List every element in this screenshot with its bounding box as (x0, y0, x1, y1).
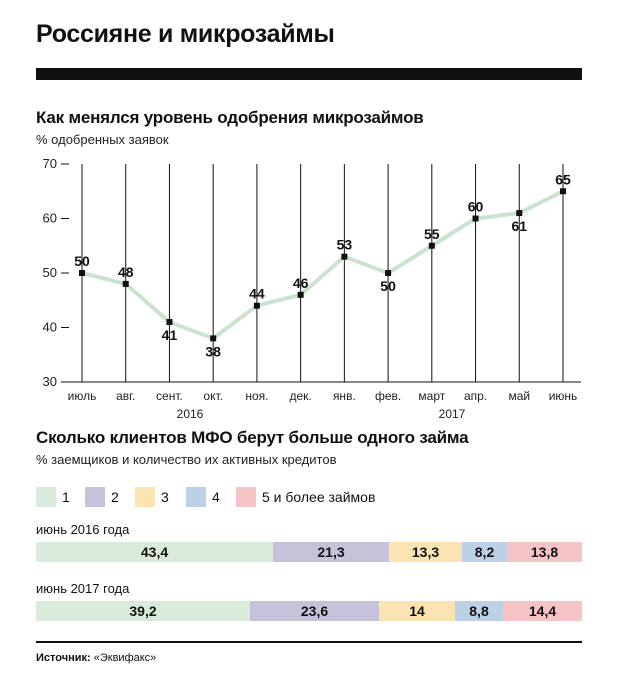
bar-segment: 8,2 (462, 542, 507, 562)
bar-legend: 1 2 3 4 5 и более займов (36, 487, 596, 507)
bar-chart-subtitle: % заемщиков и количество их активных кре… (36, 452, 337, 467)
data-point (560, 188, 566, 195)
legend-swatch-5 (236, 487, 256, 507)
x-tick-label: июнь (549, 389, 578, 403)
legend-label: 3 (161, 489, 169, 505)
data-label: 55 (424, 226, 440, 242)
source-text: «Эквифакс» (93, 652, 157, 664)
legend-label: 2 (111, 489, 119, 505)
data-label: 65 (555, 171, 571, 187)
x-tick-label: май (508, 389, 530, 403)
y-tick-label: 40 (43, 320, 57, 335)
bar-chart-title: Сколько клиентов МФО берут больше одного… (36, 428, 469, 447)
data-point (210, 335, 217, 342)
legend-swatch-4 (186, 487, 206, 507)
y-tick-label: 30 (43, 374, 57, 389)
legend-label: 4 (212, 489, 220, 505)
year-label-2017: 2017 (439, 407, 466, 421)
data-label: 41 (162, 327, 178, 343)
data-point (341, 253, 348, 260)
legend-swatch-1 (36, 487, 56, 507)
data-point (297, 291, 304, 298)
bar-segment: 13,8 (507, 542, 582, 562)
x-tick-label: дек. (290, 389, 312, 403)
bar-segment: 14,4 (503, 601, 582, 621)
x-tick-label: авг. (116, 389, 135, 403)
x-tick-label: апр. (464, 389, 487, 403)
row-label-2017: июнь 2017 года (36, 581, 130, 596)
legend-swatch-3 (135, 487, 155, 507)
bar-segment: 39,2 (36, 601, 250, 621)
bar-segment: 43,4 (36, 542, 273, 562)
legend-label: 1 (62, 489, 70, 505)
row-label-2016: июнь 2016 года (36, 522, 130, 537)
data-label: 50 (380, 278, 396, 294)
bar-segment: 21,3 (273, 542, 389, 562)
y-tick-label: 60 (43, 211, 57, 226)
x-tick-label: ноя. (245, 389, 268, 403)
data-label: 60 (468, 199, 484, 215)
bar-segment: 14 (379, 601, 455, 621)
page-title: Россияне и микрозаймы (36, 20, 335, 48)
x-tick-label: сент. (156, 389, 183, 403)
data-label: 61 (511, 218, 527, 234)
data-label: 53 (337, 237, 353, 253)
stacked-bar-2017: 39,2 23,6 14 8,8 14,4 (36, 601, 582, 621)
bar-segment: 8,8 (455, 601, 503, 621)
data-label: 48 (118, 264, 134, 280)
data-point (385, 270, 392, 276)
source-note: Источник: «Эквифакс» (36, 652, 156, 664)
y-tick-label: 70 (43, 156, 57, 171)
legend-swatch-2 (85, 487, 105, 507)
data-point (79, 270, 85, 276)
source-label: Источник: (36, 652, 91, 664)
legend-label: 5 и более займов (262, 489, 376, 505)
stacked-bar-2016: 43,4 21,3 13,3 8,2 13,8 (36, 542, 582, 562)
x-tick-label: июль (68, 389, 97, 403)
data-point (472, 215, 479, 222)
data-label: 44 (249, 286, 265, 302)
data-label: 50 (74, 253, 90, 269)
series-line (80, 189, 565, 341)
x-tick-label: фев. (375, 389, 401, 403)
x-tick-label: янв. (333, 389, 356, 403)
data-point (122, 280, 129, 287)
header-rule (36, 68, 582, 80)
x-tick-label: март (418, 389, 445, 403)
approval-line-chart: 30 40 50 60 70 50 48 41 38 44 46 53 50 55 60 61 65 июль ав… (43, 156, 581, 421)
data-point (166, 319, 173, 326)
y-tick-label: 50 (43, 265, 57, 280)
data-point (428, 242, 435, 249)
data-point (253, 302, 260, 309)
bar-segment: 13,3 (389, 542, 462, 562)
x-tick-label: окт. (203, 389, 223, 403)
data-label: 46 (293, 275, 309, 291)
data-point (516, 210, 523, 217)
year-label-2016: 2016 (177, 407, 204, 421)
bar-segment: 23,6 (250, 601, 379, 621)
footer-rule (36, 641, 582, 643)
line-chart-title: Как менялся уровень одобрения микрозаймо… (36, 108, 424, 127)
data-label: 38 (205, 343, 221, 359)
line-chart-subtitle: % одобренных заявок (36, 132, 169, 147)
